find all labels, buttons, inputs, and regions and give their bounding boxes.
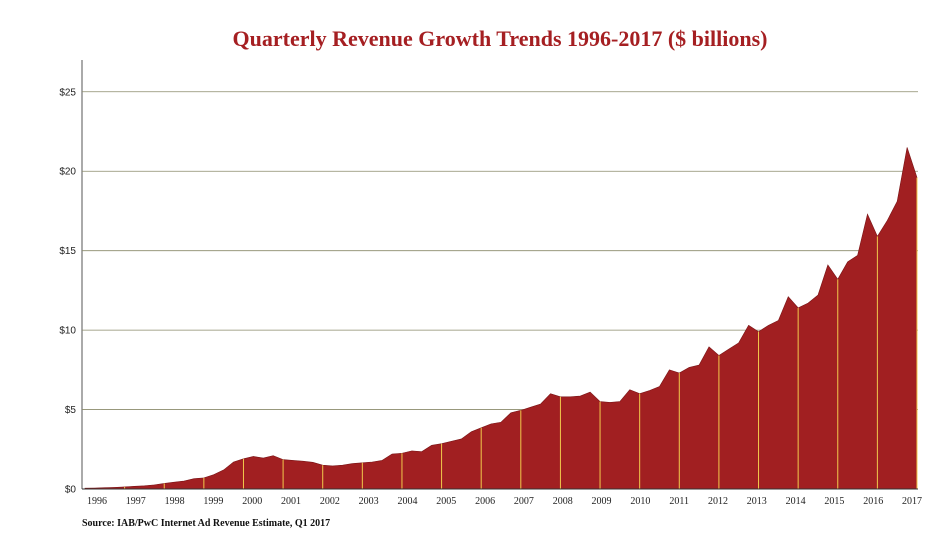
year-separators <box>124 177 918 489</box>
x-axis-ticks: 1996 1997 1998 1999 2000 2001 2002 2003 2004 2005… <box>87 496 922 507</box>
x-tick-label: 2003 <box>359 496 379 507</box>
x-tick-label: 1996 <box>87 496 107 507</box>
y-tick-label: $25 <box>59 87 76 98</box>
x-tick-label: 2015 <box>824 496 844 507</box>
x-tick-label: 2014 <box>786 496 806 507</box>
y-tick-label: $0 <box>65 485 77 496</box>
x-tick-label: 2011 <box>669 496 689 507</box>
x-tick-label: 2006 <box>475 496 495 507</box>
x-tick-label: 1999 <box>203 496 223 507</box>
x-tick-label: 2017 <box>902 496 922 507</box>
chart-title: Quarterly Revenue Growth Trends 1996-201… <box>232 26 768 51</box>
x-tick-label: 2005 <box>436 496 456 507</box>
x-tick-label: 2016 <box>863 496 883 507</box>
x-tick-label: 2001 <box>281 496 301 507</box>
gridlines <box>81 60 918 489</box>
area-fill <box>84 147 918 490</box>
x-tick-label: 2013 <box>747 496 767 507</box>
chart-source: Source: IAB/PwC Internet Ad Revenue Esti… <box>82 518 331 529</box>
y-axis-ticks: $0 $5 $10 $15 $20 $25 <box>59 87 76 495</box>
x-tick-label: 2010 <box>630 496 650 507</box>
x-tick-label: 2008 <box>553 496 573 507</box>
x-tick-label: 2012 <box>708 496 728 507</box>
x-tick-label: 2000 <box>242 496 262 507</box>
x-tick-label: 2002 <box>320 496 340 507</box>
x-tick-label: 2007 <box>514 496 534 507</box>
x-tick-label: 1997 <box>126 496 146 507</box>
x-tick-label: 2004 <box>397 496 417 507</box>
x-tick-label: 1998 <box>165 496 185 507</box>
y-tick-label: $5 <box>65 405 77 416</box>
y-tick-label: $10 <box>59 326 76 337</box>
x-tick-label: 2009 <box>592 496 612 507</box>
y-tick-label: $15 <box>59 246 76 257</box>
y-tick-label: $20 <box>59 167 76 178</box>
area-series <box>84 147 918 490</box>
